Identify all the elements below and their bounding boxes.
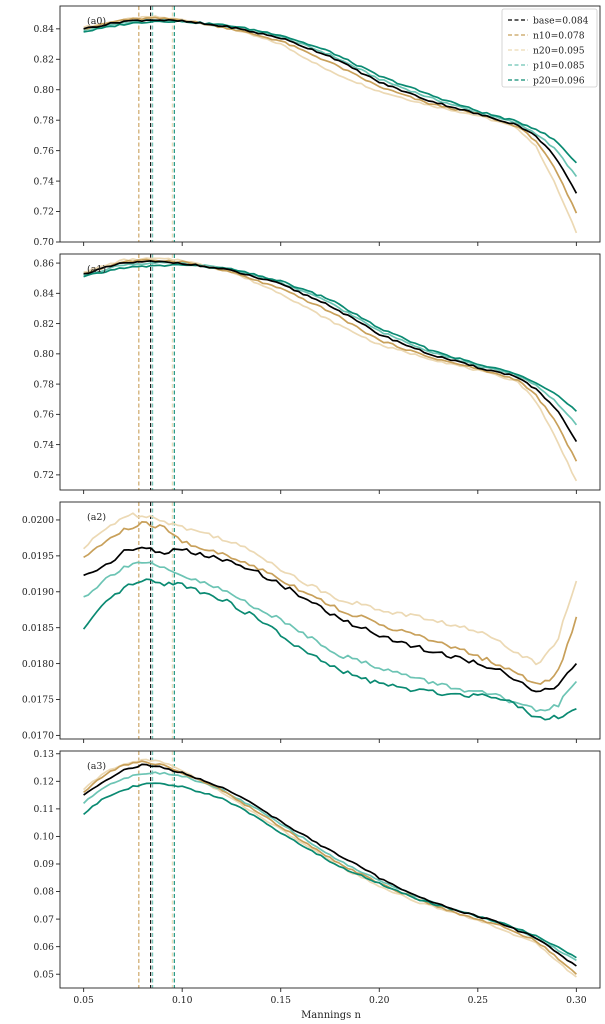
series-line-p10 <box>83 561 578 713</box>
y-tick-label: 0.76 <box>34 410 55 421</box>
series-group <box>82 512 578 721</box>
legend-label-p10: p10=0.085 <box>533 60 585 71</box>
series-line-base <box>83 18 578 194</box>
y-tick-label: 0.76 <box>34 146 55 157</box>
y-tick-label: 0.84 <box>34 289 55 300</box>
y-tick-label: 0.78 <box>34 115 55 126</box>
series-line-p20 <box>83 782 577 959</box>
series-line-base <box>83 546 578 693</box>
y-tick-label: 0.72 <box>34 207 54 218</box>
panel-frame <box>59 5 601 243</box>
x-tick-label: 0.15 <box>270 995 291 1006</box>
series-line-base <box>83 260 578 443</box>
y-tick-label: 0.12 <box>34 777 54 788</box>
y-tick-label: 0.82 <box>34 54 54 65</box>
legend-label-base: base=0.084 <box>533 15 589 26</box>
panel-3: 0.05 0.06 0.07 0.08 0.09 0.10 0.11 0.12 0.13 0.05… <box>34 749 601 1006</box>
y-tick-label: 0.80 <box>34 85 55 96</box>
y-tick-label: 0.07 <box>34 914 55 925</box>
y-tick-label: 0.05 <box>34 969 55 980</box>
y-tick-label: 0.80 <box>34 349 55 360</box>
panel-label: (a3) <box>87 761 106 772</box>
y-tick-label: 0.84 <box>34 24 55 35</box>
x-tick-label: 0.05 <box>73 995 94 1006</box>
series-line-p20 <box>82 578 577 721</box>
series-line-n10 <box>83 521 578 685</box>
y-tick-label: 0.0190 <box>22 587 54 598</box>
y-tick-label: 0.06 <box>34 942 55 953</box>
legend-label-n20: n20=0.095 <box>533 45 585 56</box>
x-axis-label: Mannings n <box>301 1010 361 1021</box>
panel-1: 0.72 0.74 0.76 0.78 0.80 0.82 0.84 0.86 (a1) <box>34 253 601 494</box>
panel-0: 0.70 0.72 0.74 0.76 0.78 0.80 0.82 0.84 (a0) base… <box>34 5 601 248</box>
legend-label-p20: p20=0.096 <box>533 75 585 86</box>
series-line-base <box>83 763 577 967</box>
series-line-n20 <box>83 758 577 978</box>
x-tick-label: 0.20 <box>369 995 390 1006</box>
y-tick-label: 0.08 <box>34 887 55 898</box>
legend: base=0.084 n10=0.078 n20=0.095 p10=0.085 p20… <box>501 8 598 88</box>
y-tick-label: 0.70 <box>34 237 55 248</box>
y-tick-label: 0.0170 <box>22 731 54 742</box>
series-group <box>83 257 578 482</box>
panel-frame <box>59 253 601 491</box>
series-line-p10 <box>83 261 578 426</box>
y-tick-label: 0.10 <box>34 832 55 843</box>
y-tick-label: 0.74 <box>34 440 55 451</box>
panel-label: (a0) <box>87 16 106 27</box>
y-tick-label: 0.72 <box>34 470 54 481</box>
y-tick-label: 0.11 <box>34 804 54 815</box>
panel-label: (a2) <box>87 512 106 523</box>
series-line-p10 <box>82 771 577 962</box>
series-line-n20 <box>83 512 578 666</box>
series-line-n20 <box>83 257 578 482</box>
x-tick-label: 0.10 <box>172 995 193 1006</box>
panel-frame <box>59 501 601 740</box>
legend-label-n10: n10=0.078 <box>533 30 585 41</box>
y-tick-label: 0.09 <box>34 859 55 870</box>
y-tick-label: 0.82 <box>34 319 54 330</box>
series-group <box>82 758 577 978</box>
series-line-p20 <box>83 19 577 164</box>
legend-frame <box>501 8 598 88</box>
series-line-p20 <box>83 263 577 412</box>
series-line-n10 <box>83 760 577 975</box>
panel-frame <box>59 750 601 989</box>
x-tick-label: 0.25 <box>468 995 489 1006</box>
y-tick-label: 0.13 <box>34 749 55 760</box>
x-tick-label: 0.30 <box>566 995 587 1006</box>
y-tick-label: 0.0180 <box>22 659 54 670</box>
series-line-n10 <box>83 258 578 462</box>
y-tick-label: 0.0175 <box>22 695 54 706</box>
y-tick-label: 0.0200 <box>22 515 54 526</box>
y-tick-label: 0.78 <box>34 379 55 390</box>
y-tick-label: 0.74 <box>34 176 55 187</box>
y-tick-label: 0.0185 <box>22 623 54 634</box>
y-tick-label: 0.0195 <box>22 551 54 562</box>
panel-2: 0.0170 0.0175 0.0180 0.0185 0.0190 0.0195 0.02… <box>22 501 601 743</box>
y-tick-label: 0.86 <box>34 258 55 269</box>
panel-label: (a1) <box>87 264 106 275</box>
series-group <box>83 15 578 234</box>
